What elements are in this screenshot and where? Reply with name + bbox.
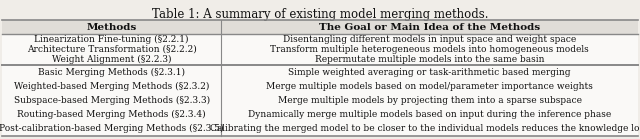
Text: Post-calibration-based Merging Methods (§2.3.5): Post-calibration-based Merging Methods (… — [0, 124, 224, 133]
Bar — [2, 20, 638, 136]
Text: Routing-based Merging Methods (§2.3.4): Routing-based Merging Methods (§2.3.4) — [17, 110, 206, 119]
Text: Repermutate multiple models into the same basin: Repermutate multiple models into the sam… — [315, 55, 545, 64]
Text: Linearization Fine-tuning (§2.2.1): Linearization Fine-tuning (§2.2.1) — [35, 35, 189, 44]
Text: Subspace-based Merging Methods (§2.3.3): Subspace-based Merging Methods (§2.3.3) — [13, 96, 210, 105]
Text: Merge multiple models by projecting them into a sparse subspace: Merge multiple models by projecting them… — [278, 96, 582, 105]
Text: Disentangling different models in input space and weight space: Disentangling different models in input … — [283, 35, 577, 44]
Text: Methods: Methods — [86, 23, 137, 32]
Text: Basic Merging Methods (§2.3.1): Basic Merging Methods (§2.3.1) — [38, 68, 185, 77]
Text: Table 1: A summary of existing model merging methods.: Table 1: A summary of existing model mer… — [152, 8, 488, 21]
Bar — [2, 20, 638, 34]
Text: Weighted-based Merging Methods (§2.3.2): Weighted-based Merging Methods (§2.3.2) — [14, 82, 209, 91]
Text: Weight Alignment (§2.2.3): Weight Alignment (§2.2.3) — [52, 55, 172, 64]
Text: Dynamically merge multiple models based on input during the inference phase: Dynamically merge multiple models based … — [248, 110, 611, 119]
Text: Architecture Transformation (§2.2.2): Architecture Transformation (§2.2.2) — [27, 45, 196, 54]
Text: Transform multiple heterogeneous models into homogeneous models: Transform multiple heterogeneous models … — [270, 45, 589, 54]
Text: Merge multiple models based on model/parameter importance weights: Merge multiple models based on model/par… — [266, 82, 593, 91]
Text: The Goal or Main Idea of the Methods: The Goal or Main Idea of the Methods — [319, 23, 540, 32]
Text: Simple weighted averaging or task-arithmetic based merging: Simple weighted averaging or task-arithm… — [289, 68, 571, 77]
Text: Calibrating the merged model to be closer to the individual models reduces the k: Calibrating the merged model to be close… — [211, 124, 640, 133]
